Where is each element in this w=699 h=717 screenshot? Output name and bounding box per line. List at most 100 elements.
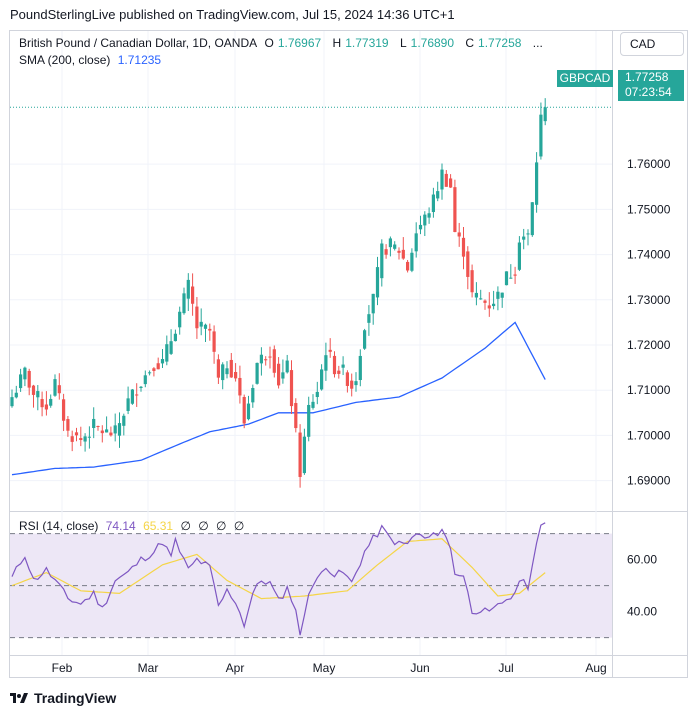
candle-body <box>483 300 487 303</box>
candle-body <box>307 404 311 437</box>
open-label: O <box>264 36 274 50</box>
candle-body <box>414 233 418 252</box>
candle-body <box>100 430 104 434</box>
price-axis-separator <box>612 30 613 678</box>
rsi-tick-label: 60.00 <box>627 553 657 567</box>
candle-body <box>203 324 208 329</box>
chart-frame <box>9 30 688 678</box>
candle-body <box>135 394 139 396</box>
rsi-value: 74.14 <box>105 519 136 533</box>
candle-body <box>234 371 238 379</box>
candle-body <box>191 286 195 304</box>
candle-body <box>169 341 173 354</box>
candle-body <box>449 178 453 188</box>
candle-body <box>255 362 259 384</box>
candle-body <box>388 238 392 248</box>
candle-body <box>384 249 388 255</box>
time-tick-label: Jul <box>498 661 513 675</box>
candle-body <box>96 425 100 427</box>
candle-body <box>440 169 444 190</box>
candle-body <box>148 372 152 374</box>
low-value: 1.76890 <box>410 36 455 50</box>
candle-body <box>406 261 410 271</box>
candle-body <box>229 359 233 378</box>
candle-body <box>354 381 358 386</box>
brand-name: TradingView <box>34 690 117 706</box>
rsi-layer <box>11 522 546 636</box>
candle-body <box>320 369 324 390</box>
close-label: C <box>465 36 475 50</box>
candle-body <box>513 274 517 276</box>
candle-body <box>216 359 220 378</box>
candle-body <box>461 237 466 257</box>
rsi-placeholder-1: ∅ <box>180 519 191 533</box>
publish-line: PoundSterlingLive published on TradingVi… <box>10 7 455 22</box>
candle-body <box>238 377 242 396</box>
candle-body <box>40 399 44 408</box>
time-tick-label: Aug <box>585 661 606 675</box>
candle-body <box>371 293 375 314</box>
ticker-tag: GBPCAD <box>557 70 613 87</box>
sma-line <box>11 321 546 476</box>
rsi-placeholder-2: ∅ <box>198 519 209 533</box>
time-tick-label: May <box>313 661 336 675</box>
candle-body <box>27 370 31 388</box>
sma-legend[interactable]: SMA (200, close) 1.71235 <box>19 53 165 67</box>
candle-body <box>53 379 57 396</box>
candle-body <box>186 279 190 299</box>
pane-separator[interactable] <box>9 511 688 512</box>
bar-countdown: 07:23:54 <box>625 85 672 99</box>
high-label: H <box>332 36 342 50</box>
candle-body <box>160 359 165 364</box>
high-value: 1.77319 <box>345 36 389 50</box>
candle-body <box>70 436 74 442</box>
sma-label: SMA (200, close) <box>19 53 111 67</box>
candle-body <box>83 436 87 442</box>
currency-button[interactable]: CAD <box>620 32 684 56</box>
sma-value: 1.71235 <box>117 53 162 67</box>
time-tick-label: Mar <box>138 661 159 675</box>
candle-body <box>526 233 530 235</box>
candle-body <box>113 425 117 434</box>
candle-body <box>212 331 216 352</box>
candle-body <box>49 398 53 406</box>
candle-body <box>470 270 474 293</box>
candle-body <box>242 397 246 424</box>
candle-body <box>410 252 414 271</box>
candle-body <box>62 399 66 421</box>
candle-body <box>431 194 435 213</box>
price-tick-label: 1.70000 <box>627 428 671 442</box>
candle-body <box>272 349 276 373</box>
rsi-legend[interactable]: RSI (14, close) 74.14 65.31 ∅ ∅ ∅ ∅ <box>19 519 248 533</box>
symbol-legend[interactable]: British Pound / Canadian Dollar, 1D, OAN… <box>19 36 547 50</box>
candle-body <box>487 305 491 309</box>
candle-body <box>427 213 431 218</box>
candle-body <box>496 291 500 299</box>
candle-body <box>397 250 401 253</box>
candle-body <box>165 344 169 362</box>
candle-body <box>23 367 27 380</box>
candle-body <box>294 403 298 429</box>
candle-body <box>298 432 302 477</box>
low-label: L <box>399 36 407 50</box>
candle-body <box>105 429 109 433</box>
candle-body <box>393 244 397 249</box>
candle-body <box>380 243 384 279</box>
rsi-placeholder-4: ∅ <box>233 519 245 533</box>
candle-body <box>453 187 457 233</box>
axis-labels: 1.69000 1.70000 1.71000 1.72000 1.73000 1.740… <box>52 157 671 675</box>
close-value: 1.77258 <box>478 36 522 50</box>
candle-body <box>500 292 504 298</box>
price-tick-label: 1.69000 <box>627 474 671 488</box>
candle-body <box>31 385 36 395</box>
legend-more[interactable]: ... <box>532 36 543 50</box>
price-tick-label: 1.72000 <box>627 338 671 352</box>
candle-body <box>517 242 521 270</box>
candle-body <box>466 251 470 277</box>
candle-body <box>358 355 362 381</box>
candle-body <box>195 306 199 329</box>
footer-brand[interactable]: TradingView <box>10 690 116 707</box>
candle-body <box>457 232 461 237</box>
candle-body <box>315 391 319 398</box>
